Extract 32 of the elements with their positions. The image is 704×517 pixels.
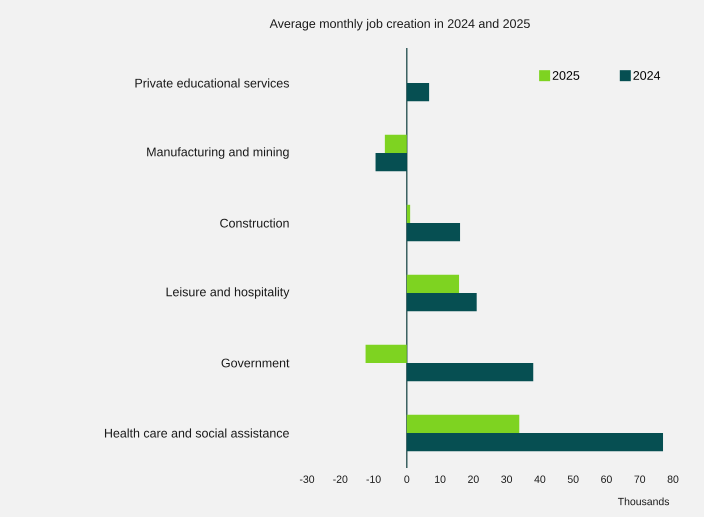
y-tick-label: Government [222, 358, 290, 368]
y-tick-label: Health care and social assistance [104, 428, 289, 438]
x-tick-label: -30 [300, 476, 314, 483]
bar [376, 153, 407, 172]
y-tick-label: Private educational services [135, 78, 289, 88]
bar [406, 433, 664, 452]
bar [384, 134, 407, 154]
x-tick-label: 50 [568, 476, 579, 483]
bar [366, 344, 407, 364]
bar [406, 274, 460, 294]
bar [406, 293, 477, 312]
x-tick-label: 80 [668, 476, 678, 483]
bar [406, 223, 460, 242]
y-tick-label: Manufacturing and mining [147, 147, 289, 159]
chart-title: Average monthly job creation in 2024 and 2025 [270, 18, 530, 30]
x-tick-label: -10 [366, 476, 381, 483]
x-tick-label: 40 [534, 476, 546, 483]
bar [406, 414, 520, 434]
x-tick-label: 60 [601, 476, 612, 483]
bar [406, 363, 534, 382]
x-tick-label: 0 [404, 476, 410, 483]
y-tick-label: Leisure and hospitality [166, 287, 290, 299]
x-tick-label: 30 [501, 476, 512, 483]
legend-label: 2025 [552, 71, 580, 80]
x-axis-title: Thousands [618, 498, 670, 506]
legend-label: 2024 [633, 71, 660, 80]
x-tick-label: -20 [333, 476, 348, 483]
x-tick-label: 70 [634, 476, 646, 483]
y-tick-label: Construction [220, 218, 289, 228]
x-tick-label: 20 [468, 476, 479, 483]
x-tick-label: 10 [435, 476, 446, 483]
bar [406, 83, 430, 102]
